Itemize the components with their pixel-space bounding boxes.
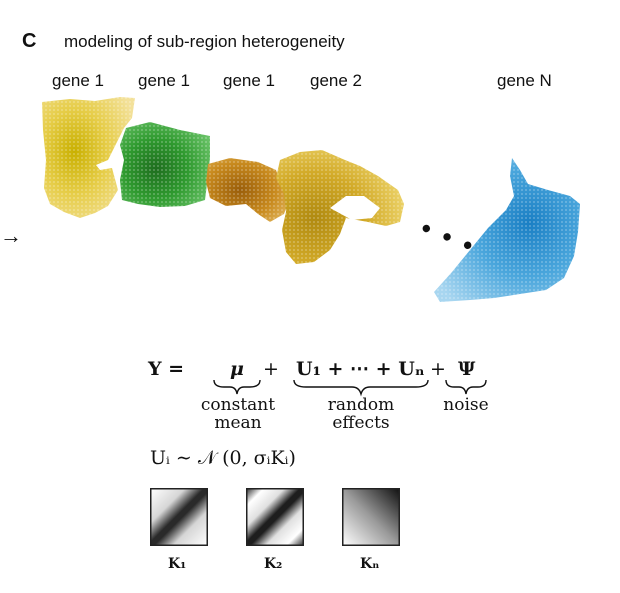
gene-label-4: gene 2 (310, 71, 362, 90)
label-random-effects: random effects (311, 396, 411, 432)
gene-label-1: gene 1 (52, 71, 104, 90)
section-geneN (434, 158, 580, 302)
label-constant-mean: constant mean (188, 396, 288, 432)
brace-mean (213, 379, 261, 395)
brace-random (293, 379, 429, 397)
label-effects: effects (332, 413, 390, 433)
tissue-sections (42, 97, 580, 302)
equation-psi: Ψ (458, 358, 476, 380)
gene-label-n: gene N (497, 71, 552, 90)
kernel-label-2: K₂ (264, 556, 283, 572)
label-mean: mean (214, 413, 262, 433)
kernel-label-n: Kₙ (360, 556, 380, 572)
section-gene1-c (206, 158, 290, 222)
label-noise: noise (443, 395, 489, 415)
panel-letter: C (22, 30, 37, 52)
equation-mu: μ (230, 358, 244, 380)
gene-label-3: gene 1 (223, 71, 275, 90)
label-random: random (327, 395, 395, 415)
kernel-matrix-2 (246, 488, 304, 546)
equation-lhs: Y = (148, 358, 185, 380)
equation-plus-2: + (430, 358, 446, 380)
gene-label-2: gene 1 (138, 71, 190, 90)
panel-title: modeling of sub-region heterogeneity (64, 32, 345, 51)
section-gene2 (276, 150, 404, 264)
equation-random-sum: U₁ + ⋯ + Uₙ (296, 358, 425, 380)
section-gene1-b (120, 122, 210, 207)
label-constant: constant (200, 395, 276, 415)
equation-plus-1: + (263, 358, 279, 380)
kernel-matrix-1 (150, 488, 208, 546)
distribution-formula: Uᵢ ∼ 𝒩 (0, σᵢKᵢ) (150, 447, 296, 469)
section-gene1-a (42, 97, 135, 218)
brace-noise (445, 379, 487, 395)
kernel-matrix-n (342, 488, 400, 546)
kernel-label-1: K₁ (168, 556, 187, 572)
equation-braces (213, 379, 487, 397)
input-arrow-icon: → (0, 223, 22, 248)
